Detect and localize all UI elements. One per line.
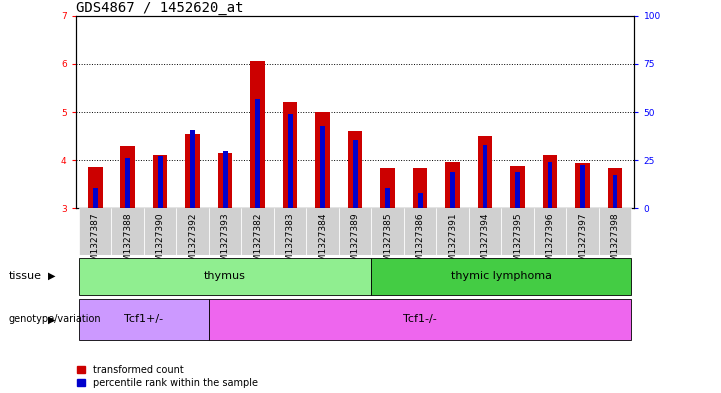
Bar <box>144 208 177 255</box>
Text: GSM1327387: GSM1327387 <box>91 212 99 273</box>
Bar <box>515 172 520 208</box>
Bar <box>412 168 428 208</box>
Text: GSM1327391: GSM1327391 <box>448 212 457 273</box>
Text: GSM1327398: GSM1327398 <box>611 212 619 273</box>
Bar <box>580 165 585 208</box>
Text: GSM1327384: GSM1327384 <box>318 212 327 273</box>
Text: genotype/variation: genotype/variation <box>9 314 101 324</box>
Text: thymic lymphoma: thymic lymphoma <box>451 271 552 281</box>
Bar <box>371 208 404 255</box>
Text: ▶: ▶ <box>48 271 56 281</box>
Bar <box>417 193 423 208</box>
Bar <box>250 61 265 208</box>
Bar <box>120 146 135 208</box>
Bar <box>598 208 631 255</box>
Bar <box>501 208 534 255</box>
Bar <box>469 208 501 255</box>
Bar <box>446 162 460 208</box>
Bar <box>385 188 390 208</box>
Bar <box>242 208 274 255</box>
Bar <box>547 162 552 208</box>
Bar <box>190 130 195 208</box>
Bar <box>315 112 330 208</box>
Text: GDS4867 / 1452620_at: GDS4867 / 1452620_at <box>76 1 243 15</box>
Bar <box>283 102 298 208</box>
Text: GSM1327396: GSM1327396 <box>546 212 554 273</box>
Bar <box>566 208 598 255</box>
Text: GSM1327389: GSM1327389 <box>350 212 360 273</box>
Bar <box>209 299 631 340</box>
Bar <box>404 208 436 255</box>
Text: Tcf1-/-: Tcf1-/- <box>403 314 437 324</box>
Text: GSM1327390: GSM1327390 <box>156 212 164 273</box>
Bar <box>306 208 339 255</box>
Bar <box>209 208 242 255</box>
Text: GSM1327397: GSM1327397 <box>578 212 587 273</box>
Text: ▶: ▶ <box>48 314 56 324</box>
Bar <box>608 168 622 208</box>
Bar <box>288 114 293 208</box>
Text: GSM1327395: GSM1327395 <box>513 212 522 273</box>
Bar <box>79 257 371 295</box>
Bar <box>380 168 395 208</box>
Bar <box>93 188 97 208</box>
Bar <box>112 208 144 255</box>
Bar <box>534 208 566 255</box>
Bar <box>478 136 492 208</box>
Bar <box>510 166 525 208</box>
Bar <box>79 208 112 255</box>
Bar <box>320 127 325 208</box>
Text: tissue: tissue <box>9 271 42 281</box>
Bar <box>613 174 617 208</box>
Text: GSM1327393: GSM1327393 <box>221 212 230 273</box>
Bar <box>450 172 455 208</box>
Bar <box>255 99 260 208</box>
Bar <box>543 155 557 208</box>
Text: GSM1327394: GSM1327394 <box>480 212 490 273</box>
Text: GSM1327386: GSM1327386 <box>415 212 425 273</box>
Text: thymus: thymus <box>204 271 246 281</box>
Bar <box>353 140 358 208</box>
Bar <box>436 208 469 255</box>
Bar <box>88 167 102 208</box>
Text: GSM1327388: GSM1327388 <box>123 212 132 273</box>
Bar <box>125 158 130 208</box>
Bar <box>223 151 228 208</box>
Text: GSM1327383: GSM1327383 <box>286 212 295 273</box>
Text: Tcf1+/-: Tcf1+/- <box>124 314 164 324</box>
Text: GSM1327385: GSM1327385 <box>383 212 392 273</box>
Bar <box>371 257 631 295</box>
Bar <box>153 155 167 208</box>
Bar <box>274 208 306 255</box>
Legend: transformed count, percentile rank within the sample: transformed count, percentile rank withi… <box>77 365 257 388</box>
Bar <box>158 156 163 208</box>
Bar <box>339 208 371 255</box>
Text: GSM1327392: GSM1327392 <box>188 212 197 273</box>
Bar <box>177 208 209 255</box>
Bar <box>218 153 232 208</box>
Bar <box>482 145 487 208</box>
Text: GSM1327382: GSM1327382 <box>253 212 262 273</box>
Bar <box>575 163 590 208</box>
Bar <box>185 134 200 208</box>
Bar <box>79 299 209 340</box>
Bar <box>348 131 363 208</box>
